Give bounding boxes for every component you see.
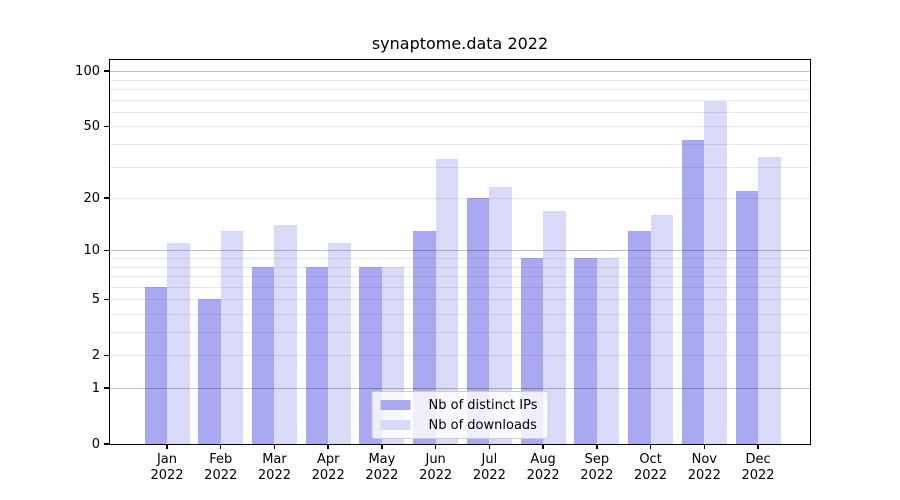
x-tick-may-2022	[381, 444, 383, 449]
gridline-minor-4	[110, 313, 810, 315]
bar-nb-of-distinct-ips-feb-2022	[198, 299, 221, 444]
gridline-major-1	[110, 388, 810, 389]
gridline-minor-80	[110, 89, 810, 90]
bar-nb-of-distinct-ips-jan-2022	[144, 286, 167, 444]
bar-nb-of-downloads-apr-2022	[328, 243, 351, 444]
chart-title: synaptome.data 2022	[371, 34, 549, 53]
x-tick-label-may-2022: May 2022	[365, 452, 399, 483]
bar-nb-of-downloads-nov-2022	[704, 100, 727, 444]
bar-nb-of-downloads-jul-2022	[489, 187, 512, 444]
x-tick-label-apr-2022: Apr 2022	[311, 452, 345, 483]
gridline-major-10	[110, 250, 810, 252]
bar-nb-of-downloads-aug-2022	[543, 210, 566, 444]
bar-nb-of-distinct-ips-jun-2022	[413, 230, 436, 444]
bar-nb-of-distinct-ips-jul-2022	[466, 198, 490, 444]
x-tick-sep-2022	[596, 444, 598, 449]
gridline-minor-50	[110, 126, 810, 128]
gridline-minor-7	[110, 276, 810, 278]
y-tick-label-100: 100	[75, 63, 100, 79]
bar-nb-of-downloads-sep-2022	[596, 257, 620, 444]
x-tick-apr-2022	[327, 444, 329, 449]
bar-nb-of-downloads-oct-2022	[650, 215, 674, 444]
x-tick-nov-2022	[703, 444, 706, 449]
x-tick-aug-2022	[542, 444, 544, 449]
gridline-minor-9	[110, 257, 810, 259]
gridline-minor-40	[110, 144, 810, 145]
x-tick-label-jun-2022: Jun 2022	[419, 452, 453, 483]
bar-nb-of-distinct-ips-apr-2022	[305, 266, 329, 444]
y-tick-1	[104, 387, 109, 389]
bar-nb-of-downloads-jun-2022	[435, 159, 459, 444]
gridline-minor-8	[110, 266, 810, 268]
gridline-minor-5	[110, 299, 810, 301]
x-tick-label-jul-2022: Jul 2022	[472, 452, 506, 483]
y-tick-50	[104, 125, 109, 128]
gridline-minor-70	[110, 99, 810, 101]
bar-nb-of-distinct-ips-oct-2022	[628, 230, 651, 444]
bar-nb-of-distinct-ips-dec-2022	[735, 190, 759, 444]
legend-entry-downloads: Nb of downloads	[380, 415, 538, 435]
bar-nb-of-distinct-ips-mar-2022	[251, 266, 275, 444]
y-tick-label-20: 20	[83, 190, 100, 206]
y-tick-label-2: 2	[91, 347, 100, 363]
x-tick-label-mar-2022: Mar 2022	[257, 452, 291, 483]
x-tick-label-nov-2022: Nov 2022	[687, 452, 721, 483]
y-tick-label-5: 5	[91, 291, 100, 307]
y-tick-5	[104, 298, 109, 300]
x-tick-jun-2022	[434, 444, 437, 449]
legend-entry-distinct-ips: Nb of distinct IPs	[380, 395, 538, 415]
y-tick-label-10: 10	[83, 242, 100, 258]
gridline-minor-90	[110, 79, 810, 81]
gridline-minor-20	[110, 198, 810, 200]
x-tick-label-aug-2022: Aug 2022	[526, 452, 560, 483]
y-tick-10	[104, 249, 109, 252]
x-tick-dec-2022	[757, 444, 759, 449]
x-tick-label-feb-2022: Feb 2022	[204, 452, 238, 483]
y-tick-label-50: 50	[83, 118, 100, 134]
plot-area: Nb of distinct IPs Nb of downloads	[109, 59, 811, 445]
gridline-minor-2	[110, 355, 810, 357]
y-tick-label-1: 1	[91, 380, 100, 396]
bar-nb-of-distinct-ips-nov-2022	[681, 140, 705, 444]
x-tick-label-dec-2022: Dec 2022	[741, 452, 775, 483]
gridline-minor-60	[110, 111, 810, 113]
x-tick-feb-2022	[219, 444, 222, 449]
y-tick-100	[104, 70, 109, 72]
bar-nb-of-downloads-feb-2022	[220, 230, 244, 444]
x-tick-label-jan-2022: Jan 2022	[150, 452, 184, 483]
x-tick-label-sep-2022: Sep 2022	[580, 452, 614, 483]
gridline-minor-30	[110, 166, 810, 168]
gridline-minor-6	[110, 286, 810, 288]
bars-layer	[110, 60, 810, 444]
y-tick-0	[104, 443, 109, 445]
bar-nb-of-distinct-ips-sep-2022	[574, 257, 597, 444]
gridline-minor-3	[110, 332, 810, 333]
bar-nb-of-downloads-dec-2022	[758, 156, 781, 444]
legend-label-distinct-ips: Nb of distinct IPs	[428, 397, 538, 413]
x-tick-jan-2022	[166, 444, 168, 449]
legend: Nb of distinct IPs Nb of downloads	[371, 391, 549, 439]
legend-swatch-downloads-icon	[380, 420, 411, 430]
y-tick-label-0: 0	[91, 436, 100, 452]
bar-nb-of-downloads-mar-2022	[274, 225, 297, 444]
legend-label-downloads: Nb of downloads	[428, 417, 537, 433]
grid-layer	[110, 60, 810, 444]
x-tick-oct-2022	[649, 444, 652, 449]
x-tick-mar-2022	[273, 444, 276, 449]
bar-nb-of-downloads-jan-2022	[167, 243, 190, 444]
x-tick-jul-2022	[488, 444, 491, 449]
x-tick-label-oct-2022: Oct 2022	[634, 452, 668, 483]
gridline-major-100	[110, 71, 810, 73]
legend-swatch-distinct-ips-icon	[380, 400, 411, 410]
y-tick-2	[104, 354, 109, 356]
y-tick-20	[104, 197, 109, 199]
